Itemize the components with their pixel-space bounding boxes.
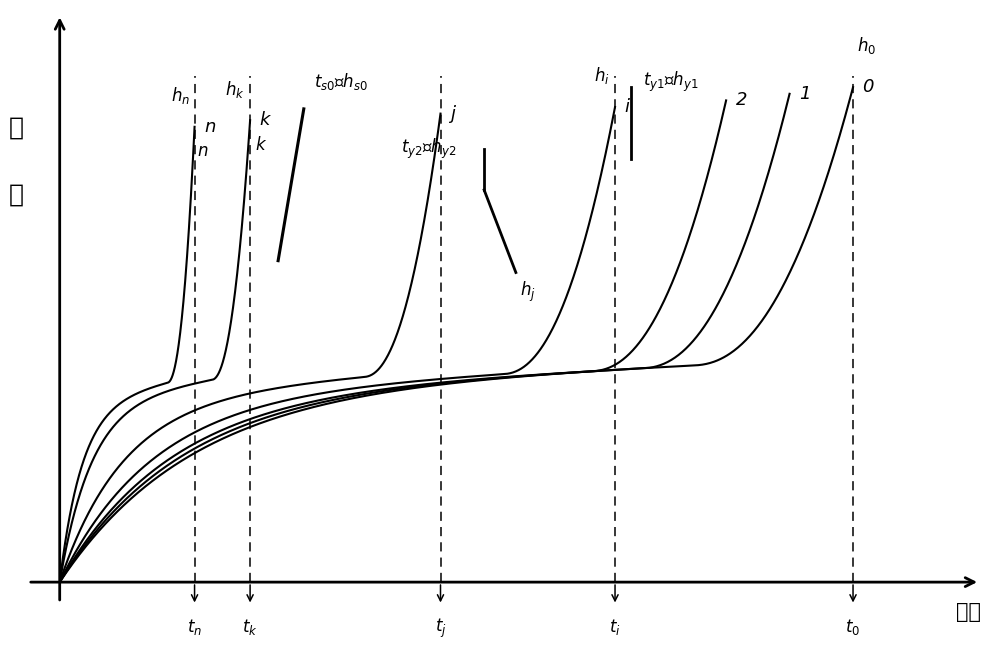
Text: $t_{y1}$、$h_{y1}$: $t_{y1}$、$h_{y1}$	[643, 69, 698, 94]
Text: 2: 2	[736, 91, 747, 110]
Text: 0: 0	[863, 78, 874, 96]
Text: $t_{s0}$、$h_{s0}$: $t_{s0}$、$h_{s0}$	[314, 71, 368, 92]
Text: 1: 1	[799, 85, 811, 103]
Text: j: j	[450, 104, 455, 122]
Text: 挠: 挠	[9, 116, 24, 140]
Text: i: i	[625, 98, 630, 116]
Text: 时间: 时间	[956, 601, 981, 621]
Text: $h_i$: $h_i$	[594, 65, 609, 86]
Text: $h_n$: $h_n$	[171, 85, 191, 106]
Text: $t_k$: $t_k$	[242, 617, 258, 637]
Text: $h_0$: $h_0$	[857, 35, 876, 56]
Text: $t_i$: $t_i$	[609, 617, 621, 637]
Text: $h_j$: $h_j$	[520, 280, 536, 305]
Text: $h_k$: $h_k$	[225, 78, 245, 100]
Text: k: k	[256, 135, 265, 154]
Text: 度: 度	[9, 183, 24, 207]
Text: $t_0$: $t_0$	[845, 617, 861, 637]
Text: $t_n$: $t_n$	[187, 617, 202, 637]
Text: $t_{y2}$、$h_{y2}$: $t_{y2}$、$h_{y2}$	[401, 137, 456, 161]
Text: n: n	[197, 143, 207, 160]
Text: $t_j$: $t_j$	[435, 617, 446, 640]
Text: k: k	[260, 111, 270, 129]
Text: n: n	[204, 118, 215, 136]
